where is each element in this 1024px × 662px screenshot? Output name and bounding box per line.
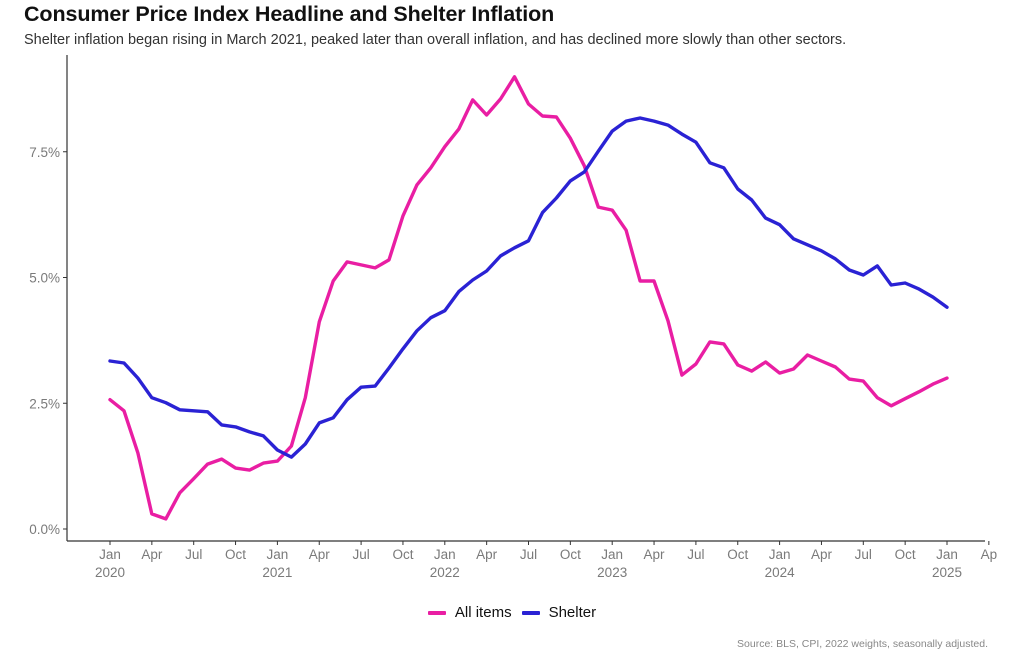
- x-tick-label: Jan: [769, 547, 791, 562]
- y-tick-label: 0.0%: [29, 522, 60, 537]
- x-tick-label: Oct: [895, 547, 916, 562]
- axes: [66, 55, 985, 542]
- source-caption: Source: BLS, CPI, 2022 weights, seasonal…: [737, 638, 988, 650]
- x-tick-label: Apr: [141, 547, 163, 562]
- line-chart: 0.0% 2.5% 5.0% 7.5% Jan 2020 Apr Jul Oct Jan 2021…: [29, 55, 997, 580]
- x-tick-label: Jul: [352, 547, 369, 562]
- x-tick-label: Jan: [267, 547, 289, 562]
- chart-subtitle: Shelter inflation began rising in March …: [24, 32, 847, 48]
- x-tick-label: Oct: [392, 547, 413, 562]
- legend-label-shelter: Shelter: [548, 604, 597, 621]
- x-tick-label: Apr: [309, 547, 331, 562]
- x-tick-label: Jul: [520, 547, 537, 562]
- x-tick-year-label: 2024: [765, 565, 796, 580]
- x-tick-label: Jan: [99, 547, 121, 562]
- series-lines: [108, 75, 949, 521]
- x-tick-label: Jan: [434, 547, 456, 562]
- x-tick-label: Apr: [644, 547, 666, 562]
- x-tick-label: Jan: [601, 547, 623, 562]
- series-line-shelter: [108, 116, 949, 459]
- y-tick-label: 7.5%: [29, 145, 60, 160]
- x-tick-year-label: 2022: [430, 565, 460, 580]
- x-tick-year-label: 2021: [262, 565, 292, 580]
- x-tick-label: Apr: [476, 547, 498, 562]
- x-tick-label: Oct: [727, 547, 748, 562]
- x-tick-label: Oct: [225, 547, 246, 562]
- x-tick-label: Jul: [687, 547, 704, 562]
- series-line-all-items: [108, 75, 949, 521]
- legend-swatch-all-items: [427, 610, 446, 615]
- legend-swatch-shelter: [521, 610, 540, 615]
- x-tick-label: Jul: [855, 547, 872, 562]
- chart-title: Consumer Price Index Headline and Shelte…: [24, 2, 555, 26]
- y-tick-label: 2.5%: [29, 396, 60, 411]
- y-axis-ticks: 0.0% 2.5% 5.0% 7.5%: [29, 145, 67, 537]
- legend-label-all-items: All items: [454, 604, 512, 621]
- x-tick-year-label: 2023: [597, 565, 627, 580]
- x-tick-label: Apr: [811, 547, 833, 562]
- x-axis-ticks: Jan 2020 Apr Jul Oct Jan 2021 Apr Jul Oct Jan 2022 A…: [95, 541, 997, 580]
- legend-item-all-items[interactable]: All items: [427, 604, 512, 621]
- x-tick-label: Oct: [560, 547, 581, 562]
- x-tick-label: Ap: [981, 547, 998, 562]
- y-tick-label: 5.0%: [29, 271, 60, 286]
- x-tick-year-label: 2025: [932, 565, 962, 580]
- legend-item-shelter[interactable]: Shelter: [521, 604, 597, 621]
- x-tick-label: Jan: [936, 547, 958, 562]
- legend: All items Shelter: [0, 604, 1024, 621]
- x-tick-label: Jul: [185, 547, 202, 562]
- x-tick-year-label: 2020: [95, 565, 125, 580]
